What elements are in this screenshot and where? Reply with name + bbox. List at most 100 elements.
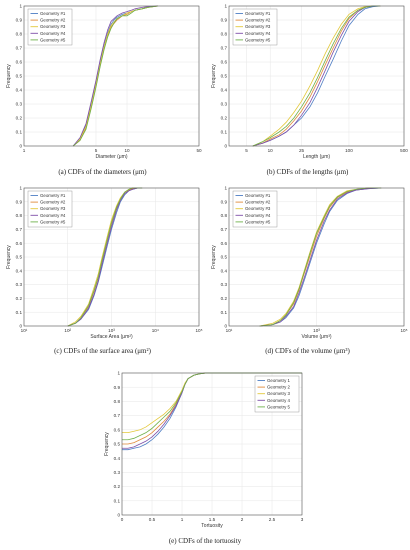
c3-ytick-label-6: 0.6 xyxy=(221,241,228,246)
c0-y-axis-label: Frequency xyxy=(6,64,12,88)
c2-xtick-label-3: 10⁴ xyxy=(152,328,159,333)
c2-ytick-label-1: 0.1 xyxy=(16,310,23,315)
c3-ytick-label-2: 0.2 xyxy=(221,296,228,301)
c3-x-axis-label: Volume (μm³) xyxy=(301,334,331,340)
c4-y-axis-label: Frequency xyxy=(104,432,110,456)
c1-series-line-3 xyxy=(252,5,381,147)
c1-ytick-label-6: 0.6 xyxy=(221,60,228,65)
panel-tortuosity: 0 0.1 0.2 0.3 0.4 0.5 0.6 0.7 0.8 0.9 1 0 0.5 1 1.5 2 2.… xyxy=(100,368,310,550)
c1-ytick-label-5: 0.5 xyxy=(221,74,228,79)
chart-lengths: 0 0.1 0.2 0.3 0.4 0.5 0.6 0.7 0.8 0.9 1 5 10 25 100 500… xyxy=(211,4,408,160)
c0-xtick-label-3: 50 xyxy=(196,148,202,153)
c2-legend-label-1: Geometry #1 xyxy=(40,193,66,198)
c0-ytick-label-10: 1 xyxy=(19,4,22,9)
c1-series-group xyxy=(252,5,381,147)
panel-volume: 0 0.1 0.2 0.3 0.4 0.5 0.6 0.7 0.8 0.9 1 10¹ 10³ 10⁵ Vo… xyxy=(205,182,410,362)
c2-legend-label-4: Geometry #4 xyxy=(40,213,66,218)
c3-y-axis-label: Frequency xyxy=(211,245,217,269)
c4-ytick-label-10: 1 xyxy=(117,371,120,376)
c4-ytick-label-4: 0.4 xyxy=(114,456,121,461)
c1-legend-label-2: Geometry #2 xyxy=(245,18,271,23)
c0-xtick-label-1: 5 xyxy=(95,148,98,153)
c3-ytick-label-8: 0.8 xyxy=(221,213,228,218)
c2-xtick-label-4: 10⁵ xyxy=(195,328,202,333)
c2-series-line-4 xyxy=(67,187,143,327)
c4-legend-label-4: Geometry 4 xyxy=(267,398,290,403)
c0-ytick-label-7: 0.7 xyxy=(16,46,23,51)
c3-legend-label-1: Geometry #1 xyxy=(245,193,271,198)
c0-series-group xyxy=(72,5,159,147)
c0-ytick-label-3: 0.3 xyxy=(16,102,23,107)
c3-series-line-5 xyxy=(259,187,382,327)
c3-legend-label-5: Geometry #5 xyxy=(245,219,271,224)
c0-ytick-label-4: 0.4 xyxy=(16,88,23,93)
c3-xtick-label-1: 10³ xyxy=(313,328,320,333)
caption-lengths: (b) CDFs of the lengths (μm) xyxy=(266,168,349,176)
c2-legend-label-3: Geometry #3 xyxy=(40,206,66,211)
c1-axes-box xyxy=(228,5,405,147)
c4-xtick-label-0: 0 xyxy=(121,517,124,522)
c1-ytick-label-2: 0.2 xyxy=(221,116,228,121)
c1-ytick-label-3: 0.3 xyxy=(221,102,228,107)
c4-legend-label-5: Geometry 5 xyxy=(267,404,290,409)
c0-legend-label-4: Geometry #4 xyxy=(40,31,66,36)
c2-ytick-label-6: 0.6 xyxy=(16,241,23,246)
c4-legend-label-2: Geometry 2 xyxy=(267,385,290,390)
c1-xtick-label-3: 100 xyxy=(345,148,353,153)
chart-diameters: 0 0.1 0.2 0.3 0.4 0.5 0.6 0.7 0.8 0.9 1 1 5 10 50 Diame… xyxy=(6,4,202,160)
c2-series-line-5 xyxy=(67,187,143,327)
c2-y-axis-label: Frequency xyxy=(6,245,12,269)
c0-ytick-label-6: 0.6 xyxy=(16,60,23,65)
c2-ytick-label-5: 0.5 xyxy=(16,255,23,260)
c0-legend-label-2: Geometry #2 xyxy=(40,18,66,23)
c4-xtick-label-3: 1.5 xyxy=(209,517,216,522)
c4-axes-box xyxy=(121,372,303,516)
c3-ytick-label-3: 0.3 xyxy=(221,282,228,287)
caption-tortuosity: (e) CDFs of the tortuosity xyxy=(168,537,242,545)
c0-legend-label-5: Geometry #5 xyxy=(40,37,66,42)
c0-ytick-label-9: 0.9 xyxy=(16,18,23,23)
c0-ytick-label-2: 0.2 xyxy=(16,116,23,121)
c3-ytick-label-1: 0.1 xyxy=(221,310,228,315)
c1-ytick-label-10: 1 xyxy=(224,4,227,9)
c4-ytick-label-6: 0.6 xyxy=(114,427,121,432)
c1-ytick-label-9: 0.9 xyxy=(221,18,228,23)
c0-series-line-5 xyxy=(72,5,159,147)
caption-volume: (d) CDFs of the volume (μm³) xyxy=(265,347,350,355)
c4-ytick-label-3: 0.3 xyxy=(114,470,121,475)
c0-ytick-label-1: 0.1 xyxy=(16,130,23,135)
c2-axes-box xyxy=(23,187,200,327)
c1-ytick-label-1: 0.1 xyxy=(221,130,228,135)
c4-ytick-label-1: 0.1 xyxy=(114,498,121,503)
c1-legend-label-3: Geometry #3 xyxy=(245,24,271,29)
c4-ytick-label-0: 0 xyxy=(117,513,120,518)
c2-ytick-label-10: 1 xyxy=(19,186,22,191)
c4-ytick-label-8: 0.8 xyxy=(114,399,121,404)
c0-xtick-label-2: 10 xyxy=(124,148,130,153)
c0-xtick-label-0: 1 xyxy=(23,148,26,153)
c3-legend-label-2: Geometry #2 xyxy=(245,200,271,205)
c2-ytick-label-4: 0.4 xyxy=(16,268,23,273)
c4-xtick-label-1: 0.5 xyxy=(149,517,156,522)
c2-legend-label-5: Geometry #5 xyxy=(40,219,66,224)
c4-xtick-label-6: 3 xyxy=(301,517,304,522)
c1-xtick-label-0: 5 xyxy=(245,148,248,153)
c0-ytick-label-8: 0.8 xyxy=(16,32,23,37)
chart-tortuosity: 0 0.1 0.2 0.3 0.4 0.5 0.6 0.7 0.8 0.9 1 0 0.5 1 1.5 2 2.… xyxy=(104,371,304,529)
c1-xtick-label-4: 500 xyxy=(400,148,408,153)
c1-xtick-label-1: 10 xyxy=(268,148,274,153)
c4-ytick-label-7: 0.7 xyxy=(114,413,121,418)
c4-legend-label-3: Geometry 3 xyxy=(267,391,290,396)
c1-x-axis-label: Length (μm) xyxy=(303,154,330,160)
c4-ytick-label-5: 0.5 xyxy=(114,442,121,447)
c3-series-group xyxy=(259,187,382,327)
c0-legend-label-3: Geometry #3 xyxy=(40,24,66,29)
c2-xtick-label-2: 10³ xyxy=(108,328,115,333)
c1-ytick-label-7: 0.7 xyxy=(221,46,228,51)
c0-ytick-label-5: 0.5 xyxy=(16,74,23,79)
c4-xtick-label-4: 2 xyxy=(241,517,244,522)
